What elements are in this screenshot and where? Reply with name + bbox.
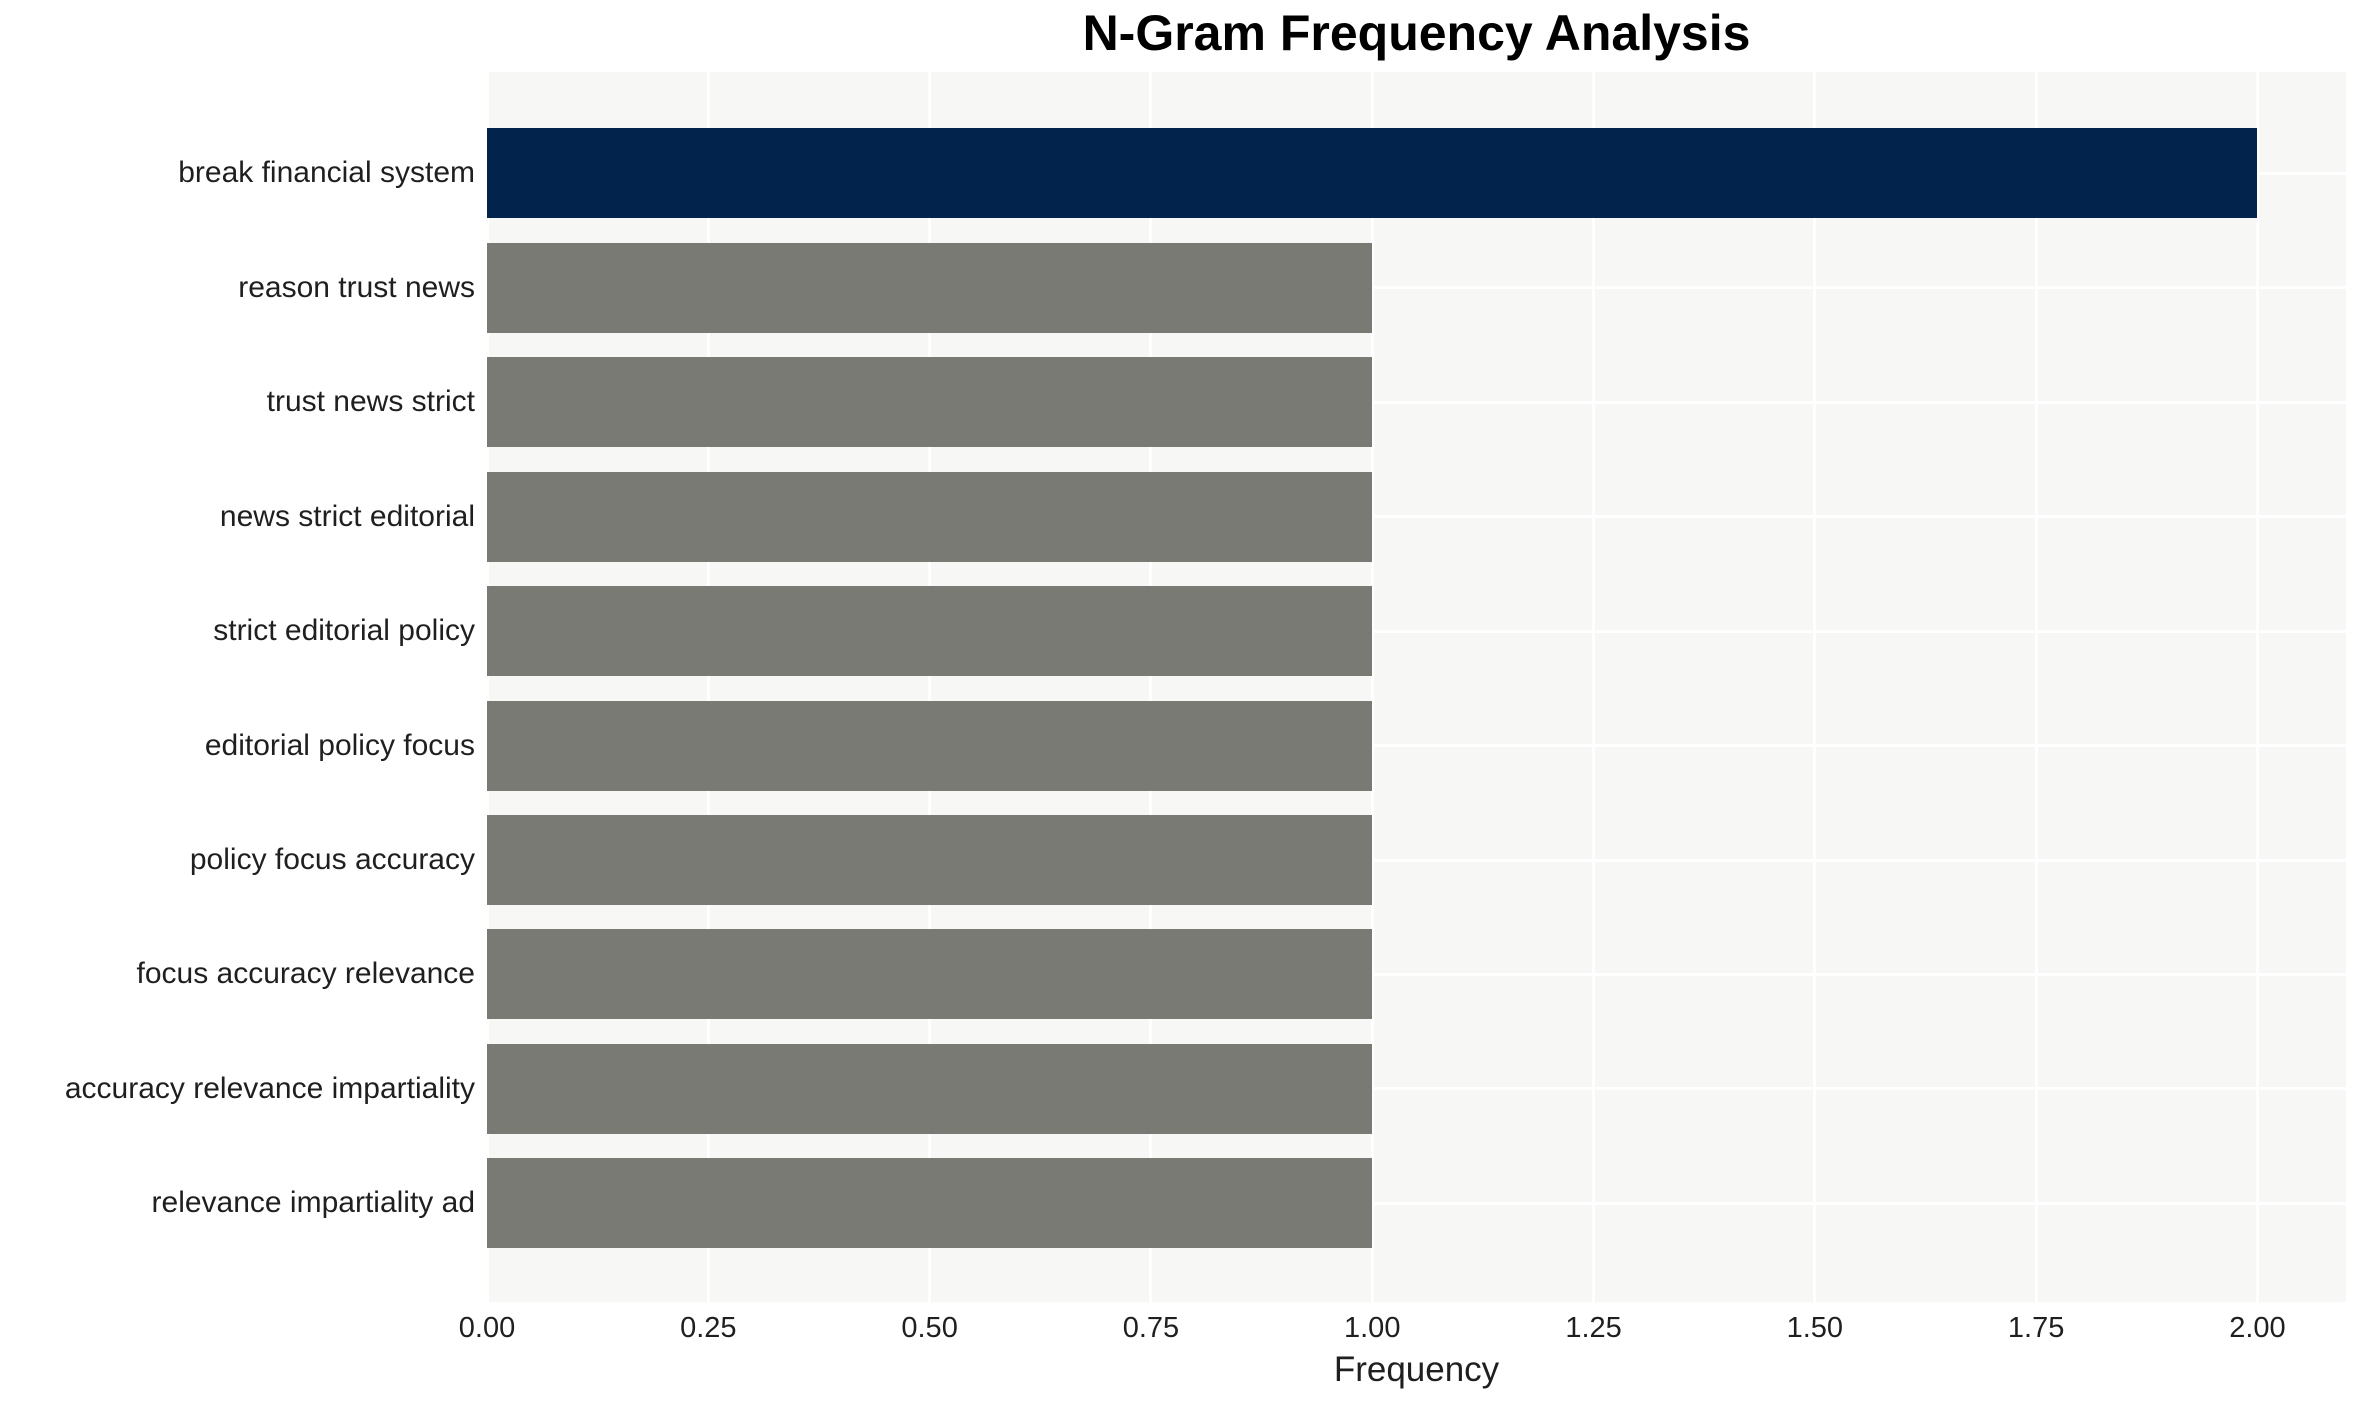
- horizontal-gridline: [487, 744, 2346, 748]
- x-tick-label: 2.00: [2229, 1312, 2286, 1344]
- vertical-gridline-1.50: [1813, 72, 1817, 1302]
- x-tick-label: 0.75: [1122, 1312, 1180, 1344]
- bar-policy-focus-accuracy: [487, 815, 1373, 906]
- y-tick-label: relevance impartiality ad: [151, 1186, 475, 1220]
- vertical-gridline-1.75: [2034, 72, 2038, 1302]
- vertical-gridline-2.00: [2255, 72, 2259, 1302]
- x-tick-label: 0.00: [458, 1312, 516, 1344]
- vertical-gridline-1.25: [1592, 72, 1596, 1302]
- vertical-gridline-0.75: [1149, 72, 1153, 1302]
- horizontal-gridline: [487, 400, 2346, 404]
- bar-reason-trust-news: [487, 242, 1373, 333]
- horizontal-gridline: [487, 1087, 2346, 1091]
- y-tick-label: focus accuracy relevance: [136, 957, 476, 991]
- x-tick-label: 1.00: [1344, 1312, 1401, 1344]
- y-tick-label: accuracy relevance impartiality: [64, 1071, 475, 1105]
- x-tick-label: 1.75: [2007, 1312, 2065, 1344]
- x-axis-label: Frequency: [1333, 1350, 1500, 1389]
- horizontal-gridline: [487, 286, 2346, 290]
- bar-strict-editorial-policy: [487, 586, 1373, 677]
- y-tick-label: policy focus accuracy: [189, 843, 475, 877]
- y-tick-label: reason trust news: [238, 270, 475, 304]
- vertical-gridline-0.25: [706, 72, 710, 1302]
- bar-editorial-policy-focus: [487, 700, 1373, 791]
- horizontal-gridline: [487, 972, 2346, 976]
- horizontal-gridline: [487, 515, 2346, 519]
- x-tick-label: 0.25: [680, 1312, 737, 1344]
- horizontal-gridline: [487, 1201, 2346, 1205]
- plot-area: [487, 72, 2346, 1302]
- y-tick-label: trust news strict: [266, 385, 475, 419]
- horizontal-gridline: [487, 858, 2346, 862]
- y-tick-label: strict editorial policy: [213, 614, 475, 648]
- bar-trust-news-strict: [487, 357, 1373, 448]
- bar-relevance-impartiality-ad: [487, 1158, 1373, 1249]
- bar-news-strict-editorial: [487, 471, 1373, 562]
- x-tick-label: 1.50: [1786, 1312, 1844, 1344]
- y-tick-label: editorial policy focus: [204, 728, 475, 762]
- bar-break-financial-system: [487, 128, 2258, 219]
- vertical-gridline-1.00: [1370, 72, 1374, 1302]
- y-tick-label: news strict editorial: [219, 499, 475, 533]
- chart-title: N-Gram Frequency Analysis: [1082, 5, 1751, 61]
- bar-accuracy-relevance-impartiality: [487, 1043, 1373, 1134]
- x-tick-label: 0.50: [901, 1312, 958, 1344]
- y-tick-label: break financial system: [178, 156, 475, 190]
- vertical-gridline-0.50: [928, 72, 932, 1302]
- horizontal-gridline: [487, 629, 2346, 633]
- vertical-gridline-0.00: [487, 72, 489, 1302]
- bar-focus-accuracy-relevance: [487, 929, 1373, 1020]
- x-tick-label: 1.25: [1565, 1312, 1622, 1344]
